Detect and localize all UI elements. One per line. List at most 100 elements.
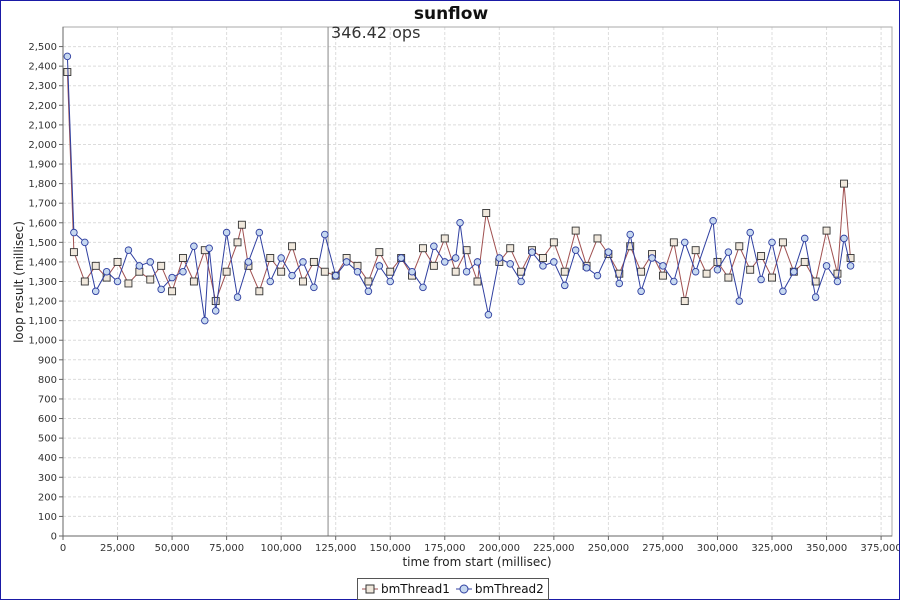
y-tick-label: 500: [38, 434, 57, 445]
data-point: [211, 307, 220, 315]
y-tick-label: 1,300: [28, 277, 57, 288]
legend-label: bmThread1: [381, 582, 450, 596]
data-point: [561, 281, 569, 290]
data-point: [397, 254, 405, 262]
data-point: [637, 287, 645, 296]
data-point: [299, 258, 307, 266]
data-point: [691, 267, 700, 276]
y-tick-label: 600: [38, 414, 57, 425]
data-point: [364, 277, 373, 286]
x-tick-label: 25,000: [100, 543, 135, 554]
x-tick-label: 0: [60, 543, 66, 554]
data-point: [482, 209, 491, 217]
data-point: [451, 267, 460, 276]
data-point: [495, 254, 504, 262]
data-point: [517, 277, 525, 286]
data-point: [331, 271, 340, 280]
data-point: [528, 248, 536, 256]
data-point: [680, 297, 689, 306]
data-point: [189, 277, 198, 286]
data-point: [419, 283, 427, 292]
data-point: [146, 258, 155, 266]
x-tick-label: 300,000: [697, 543, 738, 554]
y-tick-label: 300: [38, 473, 57, 484]
data-point: [321, 230, 329, 239]
data-point: [746, 265, 755, 274]
data-point: [451, 254, 460, 262]
annotation-label: 346.42 ops: [331, 23, 420, 42]
data-point: [582, 264, 591, 272]
x-tick-label: 75,000: [209, 543, 244, 554]
data-point: [681, 238, 689, 247]
y-tick-label: 100: [38, 512, 57, 523]
data-point: [63, 68, 72, 76]
data-point: [201, 316, 209, 325]
series-line: [66, 56, 851, 321]
x-tick-label: 175,000: [424, 543, 465, 554]
data-point: [735, 242, 744, 251]
data-point: [80, 277, 89, 286]
y-tick-label: 1,500: [28, 238, 57, 249]
data-point: [811, 293, 820, 301]
grid-lines: [63, 27, 892, 536]
data-point: [702, 269, 711, 278]
data-point: [233, 293, 242, 301]
data-point: [124, 246, 133, 254]
data-point: [779, 287, 787, 296]
data-point: [386, 277, 394, 286]
data-point: [713, 266, 722, 274]
data-point: [648, 254, 656, 262]
data-point: [81, 238, 89, 247]
data-point: [484, 311, 493, 319]
data-point: [539, 262, 547, 270]
y-tick-label: 2,500: [28, 42, 57, 53]
data-point: [288, 242, 297, 251]
data-point: [659, 262, 667, 270]
data-point: [615, 279, 624, 288]
data-point: [430, 242, 438, 251]
data-point: [724, 273, 733, 282]
y-tick-label: 1,400: [28, 257, 57, 268]
data-point: [375, 248, 384, 257]
chart-title: sunflow: [414, 4, 489, 24]
data-point: [691, 246, 700, 255]
data-point: [190, 242, 198, 251]
data-point: [833, 277, 842, 286]
data-point: [735, 297, 744, 305]
legend-item-bmthread2: bmThread2: [455, 582, 544, 596]
y-tick-label: 800: [38, 375, 57, 386]
data-point: [822, 226, 831, 235]
data-point: [237, 220, 246, 229]
data-point: [506, 244, 515, 253]
data-point: [277, 254, 285, 262]
data-point: [790, 267, 798, 276]
y-tick-label: 1,600: [28, 218, 57, 229]
data-point: [462, 246, 471, 255]
y-tick-label: 400: [38, 453, 57, 464]
data-point: [255, 287, 264, 296]
x-tick-label: 100,000: [260, 543, 301, 554]
circle-marker-icon: [455, 584, 472, 594]
data-point: [91, 287, 100, 296]
legend: bmThread1 bmThread2: [357, 578, 549, 600]
data-point: [168, 273, 176, 282]
data-point: [840, 234, 848, 243]
y-tick-label: 1,900: [28, 160, 57, 171]
y-tick-label: 2,200: [28, 101, 57, 112]
data-point: [375, 262, 384, 270]
data-point: [670, 277, 678, 286]
data-point: [571, 246, 580, 254]
x-tick-label: 350,000: [806, 543, 847, 554]
data-point: [440, 234, 449, 243]
data-point: [157, 261, 166, 270]
series-bmThread1: [63, 68, 855, 306]
data-point: [593, 234, 602, 243]
x-tick-label: 150,000: [370, 543, 411, 554]
data-point: [310, 283, 318, 292]
data-point: [309, 257, 318, 266]
data-point: [626, 242, 635, 251]
data-point: [364, 287, 373, 296]
y-tick-label: 0: [51, 532, 57, 543]
chart-canvas: 346.42 ops 0 25,000 50,000 75,000 100,000 125…: [12, 4, 899, 569]
